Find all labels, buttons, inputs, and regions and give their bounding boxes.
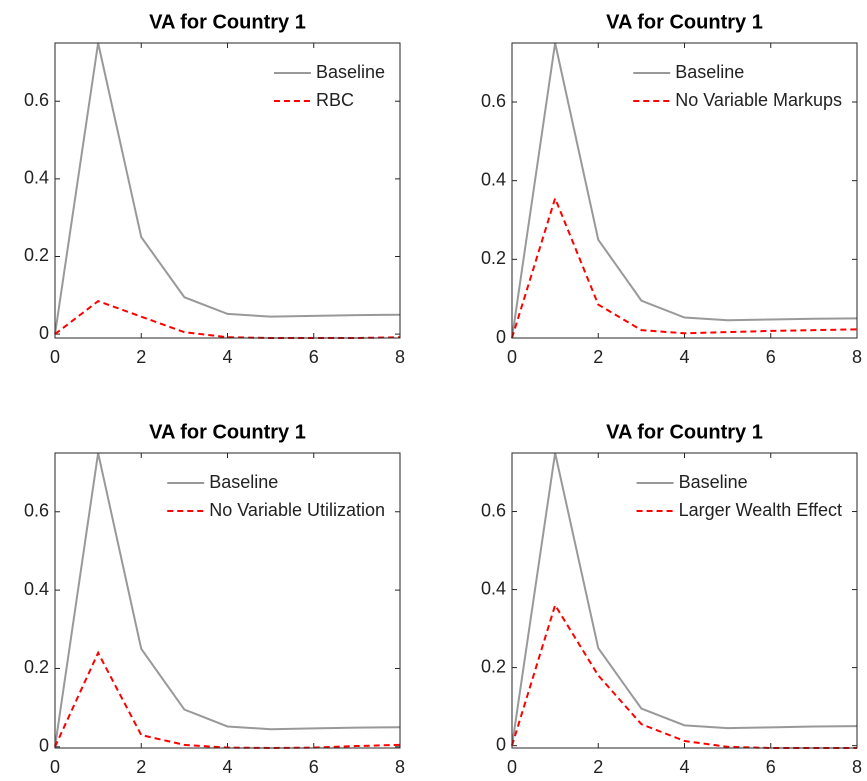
y-tick-label: 0.4 [24,579,49,599]
y-tick-label: 0 [39,736,49,756]
chart-title: VA for Country 1 [606,11,763,33]
x-tick-label: 0 [507,757,517,777]
x-tick-label: 0 [507,347,517,367]
y-tick-label: 0.4 [24,168,49,188]
series-line [511,452,858,746]
y-tick-label: 0 [39,323,49,343]
series-line [54,42,401,335]
chart-title: VA for Country 1 [606,421,763,443]
legend-label: Baseline [675,62,744,82]
legend: Baseline RBC [273,62,385,110]
series-line [54,650,401,750]
series-line [511,602,857,749]
x-tick-label: 6 [309,757,319,777]
x-tick-label: 0 [50,347,60,367]
axes-box [511,42,858,339]
subplot: VA for Country 1 0 2 4 6 8 0 0.2 0.4 0.6 Baseline L… [481,421,862,776]
legend-label: Larger Wealth Effect [679,500,842,520]
legend-label: No Variable Utilization [209,500,385,520]
x-tick-label: 2 [136,757,146,777]
legend-label: Baseline [316,62,385,82]
x-tick-label: 8 [395,347,405,367]
legend-label: Baseline [679,472,748,492]
subplot: VA for Country 1 0 2 4 6 8 0 0.2 0.4 0.6 Baseline R… [24,11,405,366]
x-tick-label: 6 [766,347,776,367]
y-tick-label: 0.6 [481,500,506,520]
legend-label: Baseline [209,472,278,492]
y-tick-label: 0.2 [24,657,49,677]
y-tick-label: 0.2 [24,245,49,265]
legend-label: No Variable Markups [675,90,842,110]
x-tick-label: 4 [679,757,689,777]
series-line [54,299,401,339]
chart-title: VA for Country 1 [149,11,306,33]
series-line [511,42,858,339]
y-tick-label: 0 [496,734,506,754]
y-tick-label: 0.2 [481,248,506,268]
x-tick-label: 8 [852,347,862,367]
axes-box [54,42,401,339]
y-tick-label: 0.6 [24,501,49,521]
x-tick-label: 4 [222,757,232,777]
x-tick-label: 2 [136,347,146,367]
legend: Baseline Larger Wealth Effect [636,472,842,520]
y-tick-label: 0.4 [481,169,506,189]
axes-box [511,452,858,749]
x-tick-label: 2 [593,347,603,367]
x-tick-label: 8 [395,757,405,777]
legend: Baseline No Variable Utilization [167,472,385,520]
x-tick-label: 4 [679,347,689,367]
x-tick-label: 4 [222,347,232,367]
x-tick-label: 6 [309,347,319,367]
legend-label: RBC [316,90,354,110]
y-tick-label: 0 [496,327,506,347]
subplot: VA for Country 1 0 2 4 6 8 0 0.2 0.4 0.6 Baseline N… [481,11,862,366]
y-tick-label: 0.2 [481,656,506,676]
legend: Baseline No Variable Markups [633,62,842,110]
series-line [54,452,401,747]
subplot: VA for Country 1 0 2 4 6 8 0 0.2 0.4 0.6 Baseline N… [24,421,405,776]
y-tick-label: 0.4 [481,578,506,598]
x-tick-label: 0 [50,757,60,777]
axes-box [54,452,401,749]
y-tick-label: 0.6 [481,91,506,111]
series-line [511,195,858,339]
chart-title: VA for Country 1 [149,421,306,443]
x-tick-label: 2 [593,757,603,777]
x-tick-label: 8 [852,757,862,777]
y-tick-label: 0.6 [24,90,49,110]
x-tick-label: 6 [766,757,776,777]
